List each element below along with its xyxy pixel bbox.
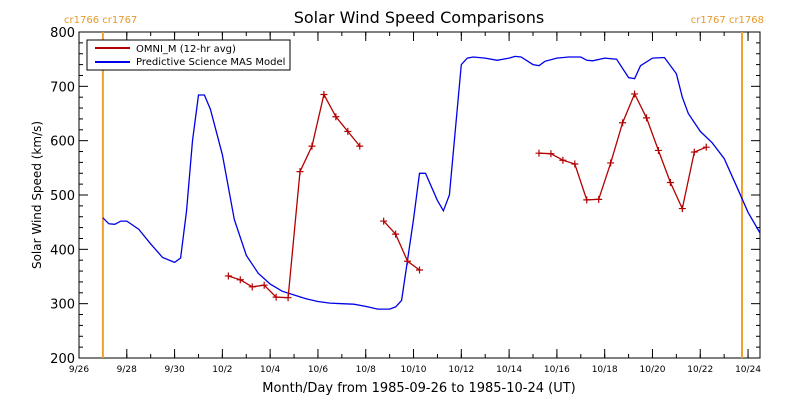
omni-point-marker xyxy=(535,149,543,157)
omni-point-marker xyxy=(643,114,650,122)
omni-point-marker xyxy=(583,196,591,204)
omni-point-marker xyxy=(272,293,280,301)
omni-point-marker xyxy=(392,230,400,238)
model-line xyxy=(102,55,761,310)
x-tick-label: 9/28 xyxy=(117,365,137,375)
omni-point-marker xyxy=(404,257,412,265)
omni-point-marker xyxy=(296,168,304,176)
omni-point-marker xyxy=(666,179,674,187)
omni-point-marker xyxy=(356,142,364,150)
legend-model-label: Predictive Science MAS Model xyxy=(136,57,285,68)
x-tick-label: 10/22 xyxy=(687,365,713,375)
x-tick-label: 10/4 xyxy=(260,365,280,375)
omni-point-marker xyxy=(559,156,567,164)
omni-line-segment xyxy=(538,92,707,211)
y-tick-label: 800 xyxy=(50,26,75,41)
omni-point-marker xyxy=(607,159,615,167)
omni-point-marker xyxy=(260,281,268,289)
omni-point-marker xyxy=(308,142,316,150)
x-tick-label: 10/2 xyxy=(212,365,232,375)
y-tick-label: 200 xyxy=(50,352,75,367)
omni-point-marker xyxy=(619,119,627,127)
x-tick-label: 10/16 xyxy=(544,365,570,375)
x-tick-label: 10/14 xyxy=(496,365,522,375)
omni-point-marker xyxy=(547,150,555,158)
y-axis-label: Solar Wind Speed (km/s) xyxy=(30,121,44,269)
omni-point-marker xyxy=(236,276,244,284)
omni-point-marker xyxy=(702,143,710,151)
omni-point-marker xyxy=(320,90,328,98)
omni-point-marker xyxy=(631,90,639,98)
model-series xyxy=(102,55,761,310)
plot-frame xyxy=(78,31,761,359)
y-tick-label: 300 xyxy=(50,298,75,313)
omni-line-segment xyxy=(383,220,420,271)
omni-point-marker xyxy=(678,205,686,213)
legend-omni-label: OMNI_M (12-hr avg) xyxy=(136,44,236,55)
y-tick-label: 600 xyxy=(50,135,75,150)
x-tick-label: 10/10 xyxy=(401,365,427,375)
y-axis: 200 300 400 500 600 700 800 xyxy=(50,26,760,367)
x-tick-label: 10/8 xyxy=(356,365,376,375)
omni-line-segment xyxy=(228,92,361,299)
x-tick-label: 9/30 xyxy=(164,365,184,375)
omni-series xyxy=(224,90,710,302)
omni-point-marker xyxy=(284,294,292,302)
omni-point-marker xyxy=(690,148,698,156)
legend: OMNI_M (12-hr avg) Predictive Science MA… xyxy=(86,39,291,71)
y-tick-label: 700 xyxy=(50,80,75,95)
omni-point-marker xyxy=(654,146,662,154)
omni-point-marker xyxy=(332,113,340,121)
legend-box xyxy=(86,39,291,71)
x-tick-label: 10/18 xyxy=(592,365,618,375)
omni-point-marker xyxy=(248,283,256,291)
x-tick-label: 10/24 xyxy=(735,365,761,375)
x-tick-label: 10/20 xyxy=(640,365,666,375)
x-tick-label: 9/26 xyxy=(69,365,89,375)
x-axis: 9/26 9/28 9/30 10/2 10/4 10/6 10/8 10/10 10/12 10… xyxy=(69,32,761,375)
x-tick-label: 10/12 xyxy=(448,365,474,375)
x-axis-label: Month/Day from 1985-09-26 to 1985-10-24 … xyxy=(262,381,575,396)
chart-title: Solar Wind Speed Comparisons xyxy=(294,8,545,27)
carrington-boundaries xyxy=(101,32,743,358)
omni-point-marker xyxy=(380,217,388,225)
carrington-label-left: cr1766 cr1767 xyxy=(64,15,137,26)
x-tick-label: 10/6 xyxy=(308,365,328,375)
omni-point-marker xyxy=(224,272,232,280)
carrington-label-right: cr1767 cr1768 xyxy=(691,15,764,26)
omni-point-marker xyxy=(344,127,352,135)
y-tick-label: 400 xyxy=(50,243,75,258)
omni-point-marker xyxy=(416,266,423,274)
y-tick-label: 500 xyxy=(50,189,75,204)
omni-point-marker xyxy=(595,195,603,203)
omni-point-marker xyxy=(571,160,579,168)
